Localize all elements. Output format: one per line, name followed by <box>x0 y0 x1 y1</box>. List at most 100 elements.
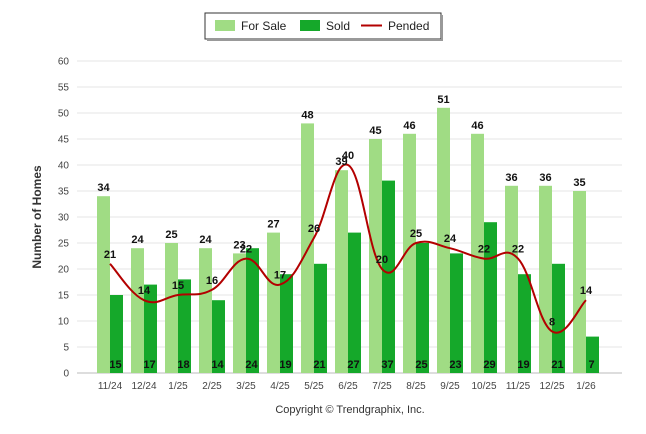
bar-for-sale <box>131 248 144 373</box>
data-label-pended: 22 <box>512 244 524 256</box>
y-tick-label: 30 <box>58 213 70 224</box>
data-label-sold: 19 <box>517 359 529 371</box>
data-label-pended: 22 <box>240 244 252 256</box>
data-label-sold: 17 <box>143 359 155 371</box>
bars <box>97 107 599 374</box>
x-tick-label: 12/25 <box>539 381 564 392</box>
data-label-sold: 21 <box>551 359 563 371</box>
data-label-pended: 15 <box>172 280 184 292</box>
x-tick-label: 11/24 <box>98 381 123 392</box>
data-label-for-sale: 34 <box>97 182 110 194</box>
legend-shadow-bottom <box>207 39 443 41</box>
bar-sold <box>246 248 259 373</box>
bar-for-sale <box>471 133 484 373</box>
data-label-sold: 27 <box>347 359 359 371</box>
bar-for-sale <box>233 253 246 373</box>
legend-label-pended: Pended <box>388 19 429 33</box>
data-label-for-sale: 48 <box>301 109 313 121</box>
data-label-sold: 14 <box>211 359 224 371</box>
bar-sold <box>348 232 361 373</box>
data-label-sold: 19 <box>279 359 291 371</box>
bar-sold <box>178 279 191 373</box>
legend-label-sold: Sold <box>326 19 350 33</box>
y-tick-label: 40 <box>58 161 70 172</box>
x-tick-label: 12/24 <box>131 381 156 392</box>
data-label-sold: 23 <box>449 359 461 371</box>
bar-for-sale <box>403 133 416 373</box>
data-label-for-sale: 27 <box>267 219 279 231</box>
data-label-for-sale: 23 <box>233 239 245 251</box>
data-label-sold: 21 <box>313 359 325 371</box>
data-label-pended: 14 <box>138 285 151 297</box>
legend[interactable]: For Sale Sold Pended <box>204 12 443 41</box>
data-label-pended: 26 <box>308 223 320 235</box>
y-tick-label: 50 <box>58 109 70 120</box>
data-label-sold: 25 <box>415 359 427 371</box>
data-label-pended: 20 <box>376 254 388 266</box>
x-tick-label: 4/25 <box>270 381 290 392</box>
data-label-sold: 18 <box>177 359 189 371</box>
bar-for-sale <box>199 248 212 373</box>
x-tick-label: 9/25 <box>440 381 460 392</box>
bar-sold <box>382 180 395 373</box>
data-label-sold: 15 <box>109 359 121 371</box>
legend-frame <box>204 12 442 40</box>
x-tick-label: 2/25 <box>202 381 222 392</box>
legend-label-for-sale: For Sale <box>241 19 287 33</box>
y-tick-label: 35 <box>58 187 70 198</box>
bar-sold <box>314 263 327 373</box>
data-label-pended: 22 <box>478 244 490 256</box>
bar-sold <box>586 336 599 373</box>
x-tick-label: 1/25 <box>168 381 188 392</box>
data-label-for-sale: 25 <box>165 229 177 241</box>
x-tick-label: 6/25 <box>338 381 358 392</box>
x-tick-label: 1/26 <box>576 381 596 392</box>
bar-sold <box>450 253 463 373</box>
data-label-pended: 40 <box>342 150 354 162</box>
data-label-for-sale: 51 <box>437 94 449 106</box>
bar-sold <box>518 274 531 373</box>
bar-for-sale <box>573 191 586 373</box>
data-label-for-sale: 46 <box>471 120 483 132</box>
data-label-pended: 25 <box>410 228 422 240</box>
data-label-for-sale: 36 <box>505 172 517 184</box>
y-tick-label: 25 <box>58 239 70 250</box>
bar-sold <box>212 300 225 373</box>
data-label-pended: 17 <box>274 270 286 282</box>
y-axis-title: Number of Homes <box>30 165 44 269</box>
legend-swatch-sold <box>300 20 320 31</box>
bar-for-sale <box>267 232 280 373</box>
pended-line-group <box>109 163 587 334</box>
x-tick-label: 10/25 <box>471 381 496 392</box>
bar-for-sale <box>505 185 518 373</box>
y-tick-label: 20 <box>58 265 70 276</box>
data-label-pended: 24 <box>444 233 457 245</box>
bar-for-sale <box>335 170 348 373</box>
data-label-for-sale: 46 <box>403 120 415 132</box>
bar-sold <box>110 295 123 373</box>
copyright-text: Copyright © Trendgraphix, Inc. <box>275 404 424 416</box>
bar-for-sale <box>97 196 110 373</box>
data-label-sold: 24 <box>245 359 258 371</box>
bar-for-sale <box>539 185 552 373</box>
bar-sold <box>552 263 565 373</box>
data-label-for-sale: 24 <box>131 234 144 246</box>
data-label-sold: 37 <box>381 359 393 371</box>
y-axis-ticks: 0 5 10 15 20 25 30 35 40 45 50 55 60 <box>58 57 70 380</box>
data-label-for-sale: 45 <box>369 125 381 137</box>
y-tick-label: 60 <box>58 57 70 68</box>
legend-swatch-for-sale <box>215 20 235 31</box>
data-label-pended: 16 <box>206 275 218 287</box>
bar-sold <box>484 222 497 373</box>
bar-for-sale <box>437 107 450 374</box>
data-label-for-sale: 24 <box>199 234 212 246</box>
data-label-pended: 8 <box>549 316 555 328</box>
data-label-sold: 29 <box>483 359 495 371</box>
x-tick-label: 8/25 <box>406 381 426 392</box>
data-label-for-sale: 39 <box>335 156 347 168</box>
y-tick-label: 10 <box>58 317 70 328</box>
data-label-pended: 14 <box>580 285 593 297</box>
legend-shadow <box>441 15 443 41</box>
y-tick-label: 15 <box>58 291 70 302</box>
x-axis-ticks: 11/24 12/24 1/25 2/25 3/25 4/25 5/25 6/25 7/25 8/… <box>98 381 596 392</box>
